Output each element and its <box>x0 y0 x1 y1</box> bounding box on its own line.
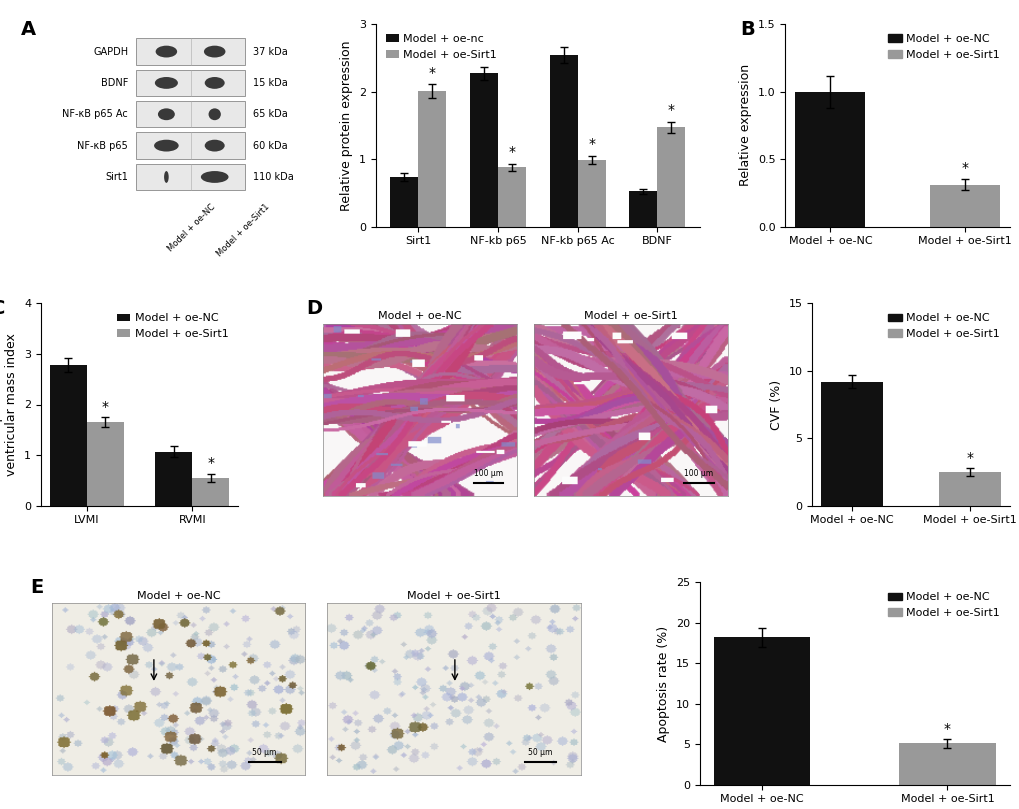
Y-axis label: CVF (%): CVF (%) <box>769 379 783 430</box>
Ellipse shape <box>208 108 221 121</box>
Text: D: D <box>306 299 322 318</box>
Bar <box>87 422 123 506</box>
Ellipse shape <box>205 140 224 151</box>
Bar <box>795 91 864 227</box>
Text: E: E <box>30 578 43 597</box>
Y-axis label: Apoptosis rate (%): Apoptosis rate (%) <box>656 625 669 742</box>
Text: A: A <box>20 20 36 39</box>
Text: *: * <box>507 145 515 159</box>
Ellipse shape <box>155 77 177 89</box>
Text: 60 kDa: 60 kDa <box>253 141 287 150</box>
Ellipse shape <box>204 45 225 57</box>
FancyBboxPatch shape <box>136 101 246 128</box>
FancyBboxPatch shape <box>136 70 246 96</box>
Bar <box>418 91 445 227</box>
Text: BDNF: BDNF <box>101 78 128 88</box>
Text: *: * <box>588 137 594 151</box>
Legend: Model + oe-nc, Model + oe-Sirt1: Model + oe-nc, Model + oe-Sirt1 <box>381 30 501 64</box>
Bar <box>390 177 418 227</box>
Ellipse shape <box>201 171 228 183</box>
Text: 15 kDa: 15 kDa <box>253 78 287 88</box>
Bar <box>50 365 87 506</box>
Bar <box>193 478 229 506</box>
Text: NF-κB p65: NF-κB p65 <box>77 141 128 150</box>
Bar <box>497 167 526 227</box>
Ellipse shape <box>156 45 177 57</box>
Bar <box>929 184 999 227</box>
Ellipse shape <box>154 140 178 151</box>
Bar <box>155 451 193 506</box>
FancyBboxPatch shape <box>136 163 246 190</box>
Legend: Model + oe-NC, Model + oe-Sirt1: Model + oe-NC, Model + oe-Sirt1 <box>882 588 1004 622</box>
Text: 110 kDa: 110 kDa <box>253 172 293 182</box>
Bar <box>820 382 881 506</box>
Text: GAPDH: GAPDH <box>93 47 128 57</box>
Text: *: * <box>102 400 109 413</box>
Text: 37 kDa: 37 kDa <box>253 47 287 57</box>
Text: *: * <box>960 161 967 176</box>
Text: B: B <box>740 20 754 39</box>
FancyBboxPatch shape <box>136 133 246 159</box>
Bar <box>577 160 605 227</box>
Bar <box>629 192 656 227</box>
Text: *: * <box>667 104 675 117</box>
Bar <box>938 472 1000 506</box>
Bar <box>656 128 685 227</box>
FancyBboxPatch shape <box>136 39 246 65</box>
Text: *: * <box>428 66 435 79</box>
Bar <box>549 55 577 227</box>
Y-axis label: Comparison of
ventricular mass index: Comparison of ventricular mass index <box>0 333 18 476</box>
Bar <box>713 637 809 785</box>
Legend: Model + oe-NC, Model + oe-Sirt1: Model + oe-NC, Model + oe-Sirt1 <box>882 30 1004 64</box>
Text: Sirt1: Sirt1 <box>105 172 128 182</box>
Y-axis label: Relative protein expression: Relative protein expression <box>339 40 353 210</box>
Text: *: * <box>207 456 214 470</box>
Y-axis label: Relative expression: Relative expression <box>739 65 752 186</box>
Text: Model + oe-Sirt1: Model + oe-Sirt1 <box>214 202 271 258</box>
Legend: Model + oe-NC, Model + oe-Sirt1: Model + oe-NC, Model + oe-Sirt1 <box>112 309 232 343</box>
Ellipse shape <box>205 77 224 89</box>
Text: *: * <box>966 451 973 465</box>
Text: C: C <box>0 299 6 318</box>
Bar <box>899 743 995 785</box>
Text: NF-κB p65 Ac: NF-κB p65 Ac <box>62 109 128 119</box>
Text: 65 kDa: 65 kDa <box>253 109 287 119</box>
Text: Model + oe-NC: Model + oe-NC <box>166 202 217 253</box>
Ellipse shape <box>164 171 168 183</box>
Legend: Model + oe-NC, Model + oe-Sirt1: Model + oe-NC, Model + oe-Sirt1 <box>882 309 1004 343</box>
Bar <box>470 74 497 227</box>
Text: *: * <box>943 722 950 736</box>
Ellipse shape <box>158 108 174 121</box>
